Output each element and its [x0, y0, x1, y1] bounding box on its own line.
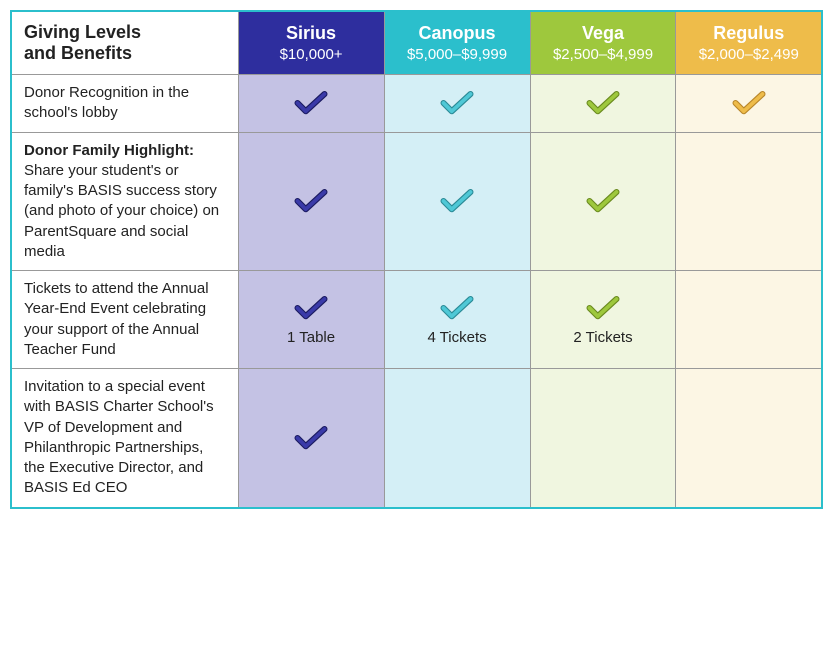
- tier-header-regulus: Regulus $2,000–$2,499: [676, 11, 822, 75]
- check-icon: [437, 88, 477, 118]
- check-icon: [729, 88, 769, 118]
- benefits-header-line1: Giving Levels: [24, 22, 141, 42]
- benefits-header-line2: and Benefits: [24, 43, 132, 63]
- tier-header-sirius: Sirius $10,000+: [238, 11, 384, 75]
- benefit-label: Invitation to a special event with BASIS…: [11, 369, 238, 508]
- tier-range: $2,000–$2,499: [680, 46, 817, 63]
- check-icon: [583, 88, 623, 118]
- tier-name: Vega: [535, 23, 672, 44]
- tier-cell-vega: [530, 75, 676, 133]
- tier-cell-sirius: [238, 132, 384, 271]
- tier-cell-sirius: [238, 75, 384, 133]
- tier-cell-canopus: [384, 369, 530, 508]
- check-icon: [291, 186, 331, 216]
- tier-cell-regulus: [676, 369, 822, 508]
- tier-name: Sirius: [243, 23, 380, 44]
- check-icon: [583, 293, 623, 323]
- benefit-text: Invitation to a special event with BASIS…: [24, 378, 214, 496]
- benefit-label: Tickets to attend the Annual Year-End Ev…: [11, 271, 238, 369]
- benefit-text: Share your student's or family's BASIS s…: [24, 162, 219, 260]
- tier-cell-regulus: [676, 75, 822, 133]
- tier-range: $2,500–$4,999: [535, 46, 672, 63]
- cell-detail: 2 Tickets: [573, 329, 632, 346]
- tier-cell-sirius: 1 Table: [238, 271, 384, 369]
- tier-cell-vega: [530, 132, 676, 271]
- check-icon: [291, 423, 331, 453]
- check-wrap: [245, 423, 378, 453]
- benefit-label: Donor Recognition in the school's lobby: [11, 75, 238, 133]
- tier-header-vega: Vega $2,500–$4,999: [530, 11, 676, 75]
- check-icon: [437, 293, 477, 323]
- cell-detail: 4 Tickets: [427, 329, 486, 346]
- tier-cell-vega: 2 Tickets: [530, 271, 676, 369]
- tier-name: Canopus: [389, 23, 526, 44]
- tier-cell-canopus: 4 Tickets: [384, 271, 530, 369]
- check-wrap: [245, 186, 378, 216]
- tier-name: Regulus: [680, 23, 817, 44]
- cell-detail: 1 Table: [287, 329, 335, 346]
- tier-cell-sirius: [238, 369, 384, 508]
- tier-cell-vega: [530, 369, 676, 508]
- check-icon: [583, 186, 623, 216]
- benefit-row-lobby: Donor Recognition in the school's lobby: [11, 75, 822, 133]
- benefit-bold: Donor Family Highlight:: [24, 142, 194, 159]
- benefits-header: Giving Levels and Benefits: [11, 11, 238, 75]
- check-icon: [291, 293, 331, 323]
- check-wrap: [245, 88, 378, 118]
- tier-cell-regulus: [676, 132, 822, 271]
- benefit-text: Tickets to attend the Annual Year-End Ev…: [24, 280, 209, 358]
- tier-range: $10,000+: [243, 46, 380, 63]
- check-wrap: [537, 186, 670, 216]
- check-wrap: [391, 88, 524, 118]
- tier-cell-regulus: [676, 271, 822, 369]
- benefit-row-tickets: Tickets to attend the Annual Year-End Ev…: [11, 271, 822, 369]
- check-wrap: 2 Tickets: [537, 293, 670, 346]
- benefits-body: Donor Recognition in the school's lobby …: [11, 75, 822, 508]
- benefit-label: Donor Family Highlight: Share your stude…: [11, 132, 238, 271]
- check-icon: [437, 186, 477, 216]
- check-icon: [291, 88, 331, 118]
- tier-range: $5,000–$9,999: [389, 46, 526, 63]
- benefit-row-highlight: Donor Family Highlight: Share your stude…: [11, 132, 822, 271]
- check-wrap: [537, 88, 670, 118]
- check-wrap: [391, 186, 524, 216]
- check-wrap: 4 Tickets: [391, 293, 524, 346]
- tier-cell-canopus: [384, 75, 530, 133]
- giving-levels-table: Giving Levels and Benefits Sirius $10,00…: [10, 10, 823, 509]
- tier-header-canopus: Canopus $5,000–$9,999: [384, 11, 530, 75]
- benefit-text: Donor Recognition in the school's lobby: [24, 84, 189, 121]
- check-wrap: 1 Table: [245, 293, 378, 346]
- tier-cell-canopus: [384, 132, 530, 271]
- check-wrap: [682, 88, 815, 118]
- benefit-row-invitation: Invitation to a special event with BASIS…: [11, 369, 822, 508]
